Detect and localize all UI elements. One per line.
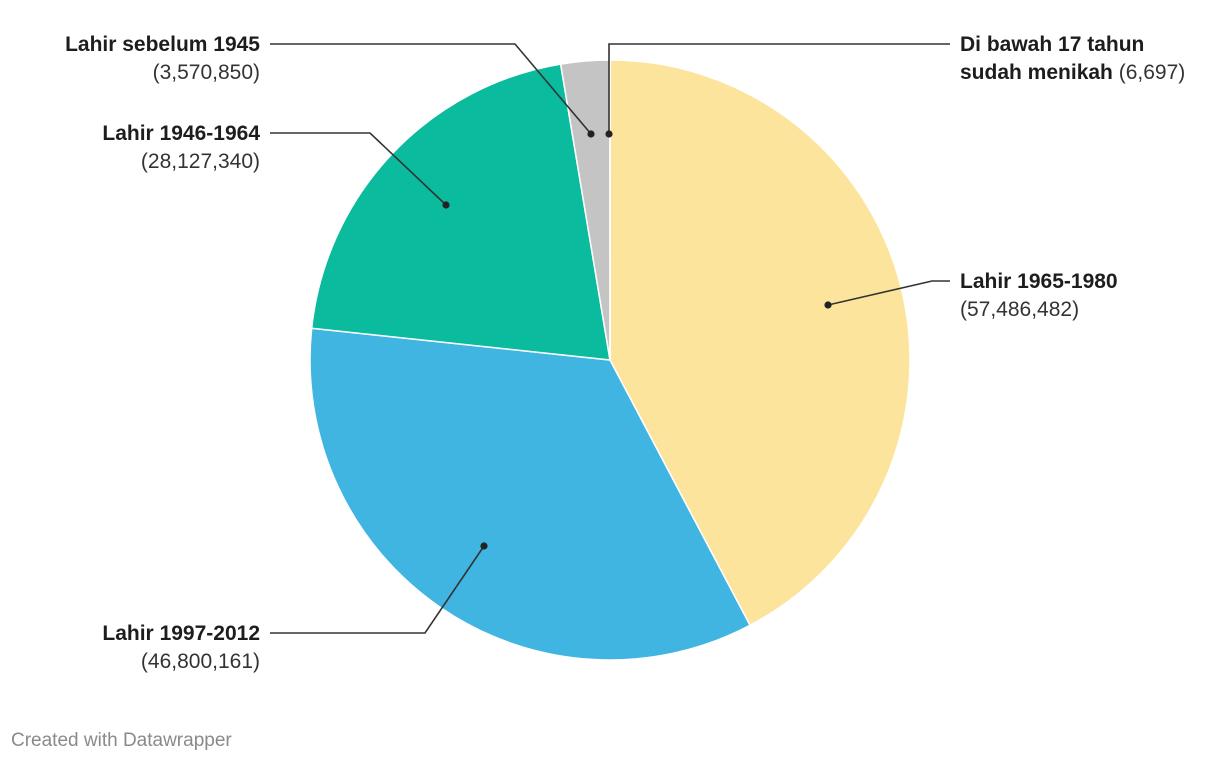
slice-name-line: sudah menikah — [960, 61, 1113, 84]
slice-labels: Lahir 1965-1980 (57,486,482) Lahir 1997-20… — [65, 33, 1185, 673]
slice-name-line: Di bawah 17 tahun — [960, 33, 1144, 56]
leader-dot-under-17 — [605, 130, 613, 138]
slice-label-under-17: Di bawah 17 tahun sudah menikah (6,697) — [960, 33, 1185, 84]
leader-line-gen-x — [827, 280, 950, 306]
leader-dot-gen-x — [824, 301, 832, 309]
slice-label-boomer: Lahir 1946-1964 (28,127,340) — [102, 122, 260, 173]
leader-dot-gen-z — [480, 542, 488, 550]
slice-name: Lahir sebelum 1945 — [65, 33, 260, 56]
footer-credit: Created with Datawrapper — [11, 730, 232, 751]
slice-value: (6,697) — [1113, 61, 1185, 84]
slice-value: (46,800,161) — [141, 650, 260, 673]
slice-name: Lahir 1997-2012 — [102, 622, 260, 645]
slice-value: (28,127,340) — [141, 150, 260, 173]
leader-line-gen-z — [270, 545, 485, 634]
leader-line-boomer — [270, 132, 447, 206]
slice-label-gen-z: Lahir 1997-2012 (46,800,161) — [102, 622, 260, 673]
pie-slice-boomer — [310, 63, 611, 361]
leader-line-pre-1945 — [270, 43, 592, 135]
slice-label-pre-1945: Lahir sebelum 1945 (3,570,850) — [65, 33, 260, 84]
leader-dot-boomer — [442, 201, 450, 209]
leader-dot-pre-1945 — [587, 130, 595, 138]
slice-label-gen-x: Lahir 1965-1980 (57,486,482) — [960, 270, 1118, 321]
leader-lines — [270, 43, 950, 634]
slice-value: (57,486,482) — [960, 298, 1079, 321]
slice-name: Lahir 1946-1964 — [102, 122, 260, 145]
slice-name: Lahir 1965-1980 — [960, 270, 1118, 293]
pie-slices — [309, 59, 911, 661]
slice-value: (3,570,850) — [153, 61, 260, 84]
leader-line-under-17 — [608, 43, 950, 134]
